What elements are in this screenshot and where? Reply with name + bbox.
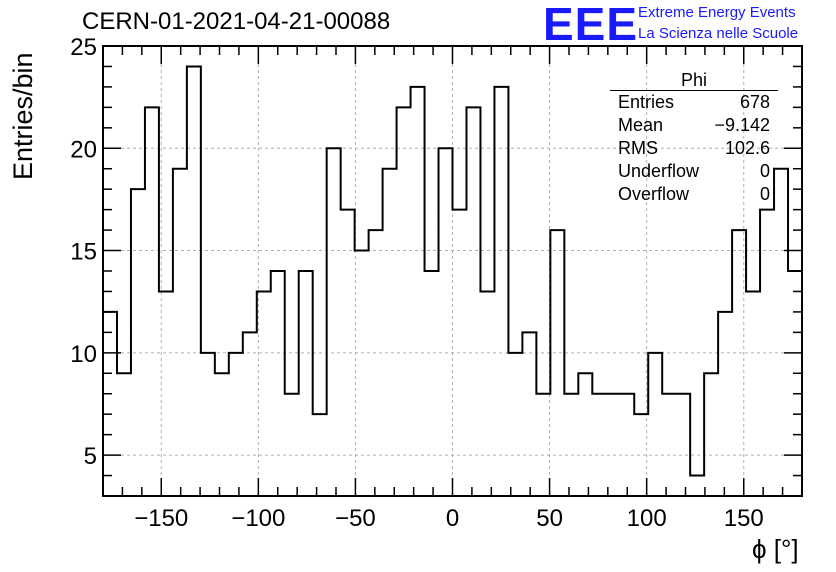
x-tick-label: 150 (724, 505, 764, 532)
chart-title: CERN-01-2021-04-21-00088 (82, 8, 391, 35)
stats-value: 0 (759, 161, 770, 181)
stats-value: −9.142 (714, 115, 770, 135)
stats-box: Phi Entries 678 Mean −9.142 RMS 102.6 Un… (610, 70, 778, 206)
logo-line-2: La Scienza nelle Scuole (638, 25, 799, 42)
eee-logo: EEE (543, 0, 639, 50)
y-axis-label: Entries/bin (8, 52, 38, 180)
stats-value: 102.6 (724, 138, 770, 158)
tick-labels: −150 −100 −50 0 50 100 150 5 10 15 20 25 (70, 34, 763, 532)
stats-box-title: Phi (610, 70, 778, 91)
x-tick-label: −100 (231, 505, 285, 532)
stats-label: Mean (618, 115, 664, 135)
axis-ticks (103, 46, 802, 496)
y-tick-label: 5 (84, 443, 97, 470)
stats-row-overflow: Overflow 0 (610, 183, 778, 206)
stats-label: Entries (618, 92, 675, 112)
stats-row-entries: Entries 678 (610, 91, 778, 114)
x-tick-label: 0 (446, 505, 459, 532)
x-tick-label: 50 (536, 505, 563, 532)
stats-value: 678 (739, 92, 770, 112)
x-tick-label: 100 (627, 505, 667, 532)
y-tick-label: 10 (70, 341, 97, 368)
stats-row-rms: RMS 102.6 (610, 137, 778, 160)
stats-row-underflow: Underflow 0 (610, 160, 778, 183)
stats-value: 0 (759, 184, 770, 204)
stats-row-mean: Mean −9.142 (610, 114, 778, 137)
stats-label: RMS (618, 138, 658, 158)
x-tick-label: −150 (134, 505, 188, 532)
x-axis-label: ϕ [°] (752, 534, 799, 564)
y-tick-label: 15 (70, 239, 97, 266)
logo-line-1: Extreme Energy Events (638, 4, 796, 21)
stats-label: Overflow (618, 184, 690, 204)
stats-label: Underflow (618, 161, 700, 181)
histogram-step-line (103, 65, 802, 477)
x-tick-label: −50 (335, 505, 376, 532)
plot-frame (102, 45, 803, 497)
y-tick-label: 25 (70, 34, 97, 61)
y-tick-label: 20 (70, 136, 97, 163)
